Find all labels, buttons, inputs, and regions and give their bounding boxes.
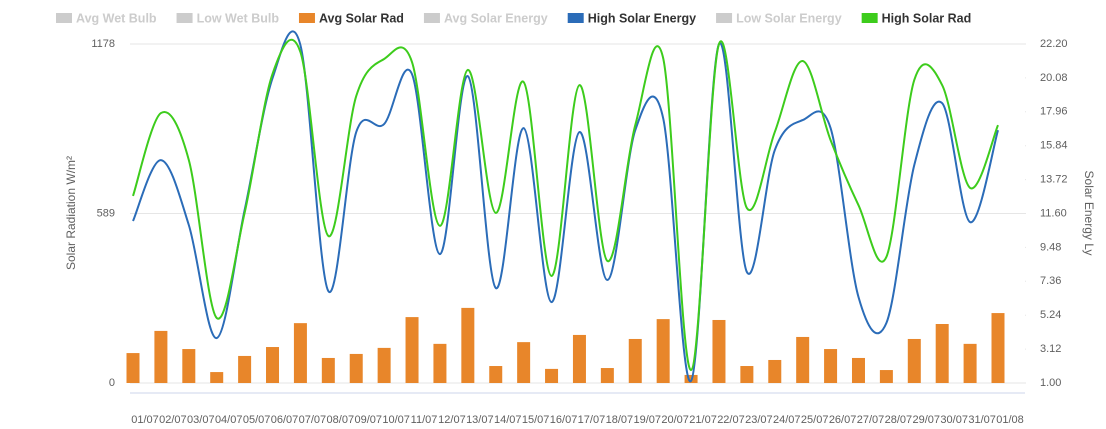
bar xyxy=(210,372,224,383)
x-tick-label: 05/07 xyxy=(243,414,271,426)
bar xyxy=(907,338,921,383)
legend-label[interactable]: High Solar Energy xyxy=(588,11,696,25)
bar xyxy=(238,355,252,383)
x-tick-label: 08/07 xyxy=(327,414,355,426)
y2-tick-label: 1.00 xyxy=(1040,377,1061,389)
x-tick-label: 15/07 xyxy=(522,414,550,426)
bar xyxy=(545,368,559,383)
x-tick-label: 18/07 xyxy=(606,414,634,426)
x-tick-label: 21/07 xyxy=(689,414,717,426)
x-tick-label: 02/07 xyxy=(159,414,187,426)
bar xyxy=(935,324,949,383)
legend-symbol xyxy=(176,13,193,23)
y2-tick-label: 5.24 xyxy=(1040,309,1061,321)
x-tick-label: 12/07 xyxy=(438,414,466,426)
legend-label[interactable]: Avg Solar Energy xyxy=(444,11,548,25)
legend-symbol xyxy=(567,13,584,23)
y2-tick-label: 13.72 xyxy=(1040,174,1068,186)
x-tick-label: 10/07 xyxy=(382,414,410,426)
x-tick-label: 30/07 xyxy=(940,414,968,426)
bar xyxy=(879,370,893,383)
legend-symbol xyxy=(861,13,878,23)
bar xyxy=(293,323,307,383)
x-tick-label: 09/07 xyxy=(354,414,382,426)
legend-label[interactable]: Avg Wet Bulb xyxy=(76,11,157,25)
bar xyxy=(266,347,280,383)
bar xyxy=(796,336,810,383)
legend-label[interactable]: Low Wet Bulb xyxy=(197,11,280,25)
bar xyxy=(628,338,642,383)
legend-symbol xyxy=(716,13,733,23)
x-tick-label: 13/07 xyxy=(466,414,494,426)
y2-tick-label: 7.36 xyxy=(1040,275,1061,287)
x-tick-label: 26/07 xyxy=(829,414,857,426)
bar xyxy=(182,349,196,383)
bar xyxy=(851,357,865,383)
y2-tick-label: 15.84 xyxy=(1040,140,1068,152)
bar xyxy=(712,319,726,383)
x-tick-label: 03/07 xyxy=(187,414,215,426)
x-tick-label: 27/07 xyxy=(857,414,885,426)
y2-axis-title: Solar Energy Ly xyxy=(1082,171,1096,256)
bar xyxy=(991,313,1005,383)
line xyxy=(132,38,999,372)
legend-symbol xyxy=(56,13,72,23)
bar xyxy=(433,343,447,383)
x-tick-label: 20/07 xyxy=(661,414,689,426)
bar xyxy=(321,357,335,383)
bar xyxy=(656,319,670,383)
bar xyxy=(405,317,419,383)
x-tick-label: 16/07 xyxy=(550,414,578,426)
bar xyxy=(740,366,754,383)
x-tick-label: 17/07 xyxy=(578,414,606,426)
y-tick-label: 1178 xyxy=(91,38,115,50)
x-tick-label: 04/07 xyxy=(215,414,243,426)
x-tick-label: 29/07 xyxy=(913,414,941,426)
x-tick-label: 11/07 xyxy=(411,414,438,426)
line xyxy=(132,30,999,382)
y2-tick-label: 3.12 xyxy=(1040,343,1061,355)
bar xyxy=(824,349,838,383)
y-axis-title: Solar Radiation W/m² xyxy=(64,156,78,270)
bar xyxy=(154,330,168,383)
y-tick-label: 589 xyxy=(97,207,115,219)
legend-label[interactable]: Avg Solar Rad xyxy=(319,11,404,25)
bar xyxy=(489,366,503,383)
x-tick-label: 14/07 xyxy=(494,414,522,426)
legend-label[interactable]: High Solar Rad xyxy=(882,11,972,25)
x-tick-label: 31/07 xyxy=(968,414,996,426)
x-tick-label: 07/07 xyxy=(299,414,327,426)
x-tick-label: 24/07 xyxy=(773,414,801,426)
bar xyxy=(963,343,977,383)
bar xyxy=(349,353,363,383)
bar xyxy=(600,368,614,383)
bar xyxy=(377,347,391,383)
x-tick-label: 19/07 xyxy=(633,414,661,426)
x-tick-label: 01/08 xyxy=(996,414,1024,426)
y2-tick-label: 20.08 xyxy=(1040,72,1068,84)
x-tick-label: 23/07 xyxy=(745,414,773,426)
bar xyxy=(461,307,475,383)
bar xyxy=(572,334,586,383)
legend-symbol xyxy=(423,13,440,23)
x-tick-label: 28/07 xyxy=(885,414,913,426)
x-tick-label: 22/07 xyxy=(717,414,745,426)
y2-tick-label: 9.48 xyxy=(1040,241,1061,253)
y-tick-label: 0 xyxy=(109,377,115,389)
y2-tick-label: 22.20 xyxy=(1040,38,1068,50)
x-tick-label: 06/07 xyxy=(271,414,299,426)
y2-tick-label: 11.60 xyxy=(1040,207,1067,219)
x-tick-label: 01/07 xyxy=(131,414,159,426)
legend-symbol xyxy=(298,13,315,23)
x-tick-label: 25/07 xyxy=(801,414,829,426)
bar xyxy=(768,359,782,383)
legend-label[interactable]: Low Solar Energy xyxy=(736,11,842,25)
bar xyxy=(126,353,140,383)
y2-tick-label: 17.96 xyxy=(1040,106,1068,118)
bar xyxy=(517,342,531,383)
